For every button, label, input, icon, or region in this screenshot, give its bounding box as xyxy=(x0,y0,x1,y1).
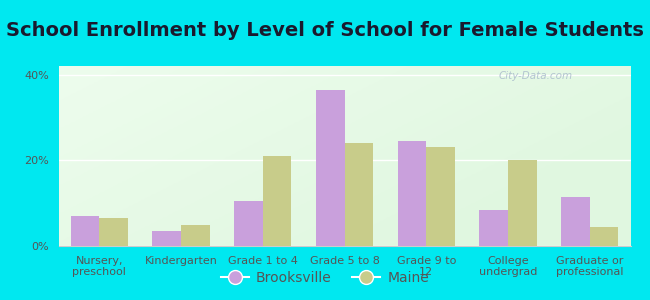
Bar xyxy=(181,225,210,246)
Bar xyxy=(426,147,455,246)
Bar xyxy=(590,227,618,246)
Bar xyxy=(479,210,508,246)
Bar xyxy=(99,218,128,246)
Bar xyxy=(344,143,373,246)
Bar xyxy=(398,141,426,246)
Text: City-Data.com: City-Data.com xyxy=(499,71,573,81)
Legend: Brooksville, Maine: Brooksville, Maine xyxy=(216,265,434,290)
Bar xyxy=(153,231,181,246)
Bar xyxy=(71,216,99,246)
Bar xyxy=(561,197,590,246)
Bar xyxy=(263,156,291,246)
Bar xyxy=(316,90,344,246)
Bar xyxy=(234,201,263,246)
Bar xyxy=(508,160,536,246)
Text: School Enrollment by Level of School for Female Students: School Enrollment by Level of School for… xyxy=(6,21,644,40)
